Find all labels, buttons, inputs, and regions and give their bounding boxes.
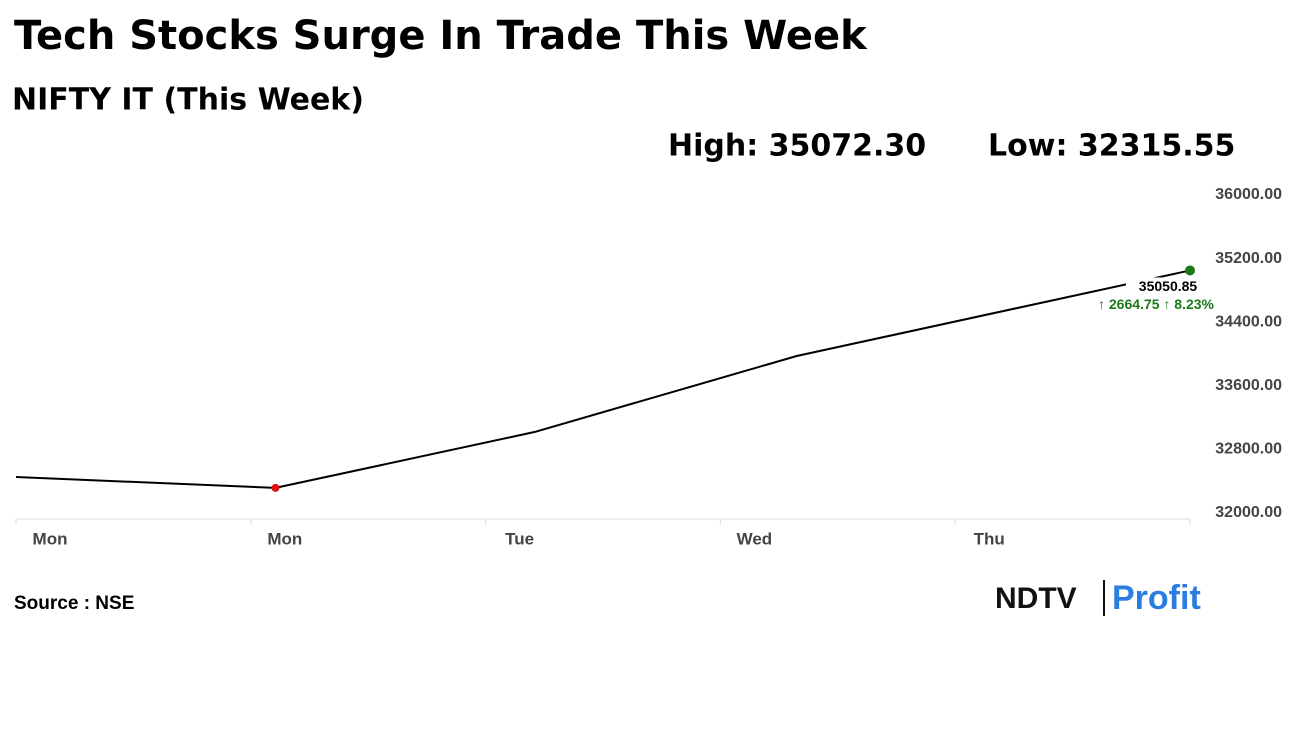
y-tick-label: 34400.00 bbox=[1215, 313, 1282, 330]
brand-logo: NDTV bbox=[995, 582, 1077, 615]
x-tick-label: Mon bbox=[33, 529, 68, 548]
y-tick-label: 32000.00 bbox=[1215, 504, 1282, 521]
change-label: ↑ 2664.75 ↑ 8.23% bbox=[1098, 296, 1215, 312]
chart-subtitle: NIFTY IT (This Week) bbox=[12, 83, 364, 118]
line bbox=[15, 269, 1191, 489]
chart-title: Tech Stocks Surge In Trade This Week bbox=[14, 13, 868, 59]
x-tick-label: Thu bbox=[974, 529, 1005, 548]
x-tick-label: Mon bbox=[267, 529, 302, 548]
high-label: High: 35072.30 bbox=[668, 129, 926, 164]
value-label: 35050.85 bbox=[1139, 278, 1198, 294]
low-label: Low: 32315.55 bbox=[988, 129, 1235, 164]
x-tick-label: Tue bbox=[505, 529, 534, 548]
source: Source : NSE bbox=[14, 593, 134, 614]
y-tick-label: 36000.00 bbox=[1215, 186, 1282, 203]
last-point bbox=[1185, 265, 1195, 276]
brand-sub: Profit bbox=[1112, 579, 1201, 617]
low-point bbox=[271, 483, 280, 492]
y-tick-label: 35200.00 bbox=[1215, 250, 1282, 267]
y-tick-label: 32800.00 bbox=[1215, 441, 1282, 458]
value-label-bg bbox=[1126, 277, 1202, 296]
y-tick-label: 33600.00 bbox=[1215, 377, 1282, 394]
x-tick-label: Wed bbox=[737, 529, 773, 548]
